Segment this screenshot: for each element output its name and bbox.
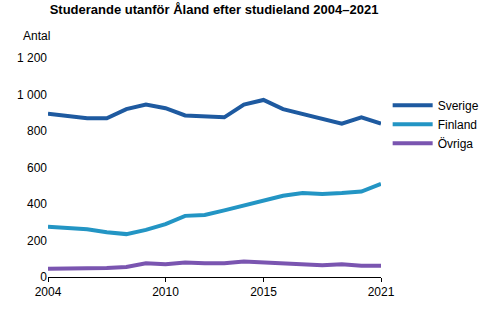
svg-text:1 000: 1 000 [17, 88, 47, 102]
svg-text:200: 200 [27, 234, 47, 248]
svg-text:600: 600 [27, 161, 47, 175]
svg-text:400: 400 [27, 197, 47, 211]
svg-text:Sverige: Sverige [438, 99, 479, 113]
svg-text:Antal: Antal [23, 29, 50, 43]
svg-text:2010: 2010 [152, 285, 179, 299]
svg-text:1 200: 1 200 [17, 51, 47, 65]
svg-text:Övriga: Övriga [438, 137, 474, 151]
svg-text:2004: 2004 [35, 285, 62, 299]
svg-text:0: 0 [40, 270, 47, 284]
svg-text:2015: 2015 [250, 285, 277, 299]
svg-text:800: 800 [27, 124, 47, 138]
svg-text:Studerande utanför Åland efter: Studerande utanför Åland efter studielan… [50, 2, 379, 17]
svg-text:Finland: Finland [438, 118, 477, 132]
svg-text:2021: 2021 [368, 285, 395, 299]
